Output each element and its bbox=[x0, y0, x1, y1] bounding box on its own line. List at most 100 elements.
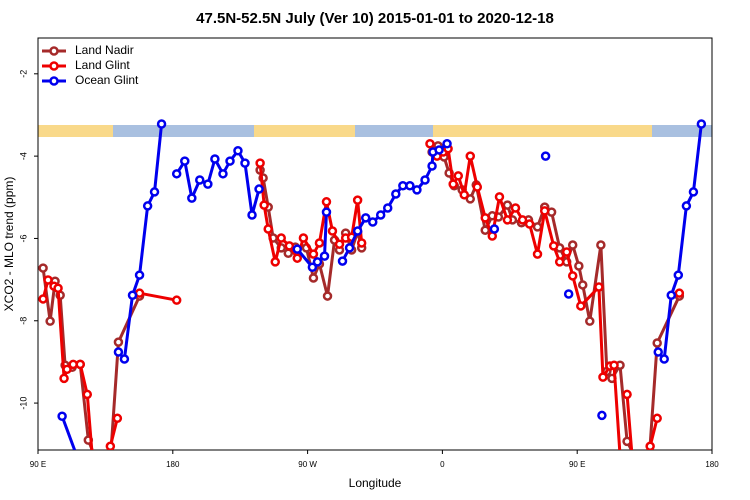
data-point bbox=[254, 184, 264, 194]
data-point bbox=[127, 290, 138, 300]
y-tick-label: -2 bbox=[18, 70, 28, 78]
data-point bbox=[218, 169, 228, 179]
data-point bbox=[112, 413, 123, 424]
data-point bbox=[203, 179, 213, 189]
data-point bbox=[622, 436, 632, 447]
data-point bbox=[622, 389, 632, 400]
data-point bbox=[284, 241, 295, 251]
data-point bbox=[652, 338, 662, 348]
x-tick-label: 90 E bbox=[569, 460, 585, 469]
data-point bbox=[532, 249, 543, 259]
data-point bbox=[38, 263, 48, 273]
data-point bbox=[532, 222, 543, 232]
data-point bbox=[673, 270, 684, 280]
data-point bbox=[171, 169, 182, 179]
data-point bbox=[674, 288, 685, 298]
data-point bbox=[356, 238, 367, 248]
data-point bbox=[344, 243, 355, 253]
data-point bbox=[82, 389, 93, 400]
x-tick-label: 90 E bbox=[30, 460, 46, 469]
data-point bbox=[62, 364, 72, 375]
data-point bbox=[360, 213, 371, 223]
x-axis-label: Longitude bbox=[349, 476, 402, 490]
data-point bbox=[459, 190, 470, 200]
data-point bbox=[225, 156, 235, 166]
data-point bbox=[594, 282, 604, 292]
data-point bbox=[368, 217, 378, 227]
legend-label: Ocean Glint bbox=[75, 73, 139, 87]
data-point bbox=[510, 203, 521, 213]
data-point bbox=[652, 413, 662, 424]
data-point bbox=[617, 452, 624, 459]
data-point bbox=[465, 151, 476, 161]
data-point bbox=[276, 233, 286, 243]
data-point bbox=[502, 215, 513, 225]
data-point bbox=[105, 441, 116, 450]
data-point bbox=[567, 240, 578, 250]
data-point bbox=[292, 253, 303, 263]
data-point bbox=[645, 441, 655, 450]
data-point bbox=[453, 171, 464, 181]
data-point bbox=[187, 193, 197, 203]
data-point bbox=[653, 347, 663, 357]
y-tick-label: -8 bbox=[18, 317, 28, 325]
data-point bbox=[629, 452, 636, 459]
data-point bbox=[91, 452, 98, 459]
data-point bbox=[448, 179, 458, 189]
data-point bbox=[576, 301, 586, 311]
data-point bbox=[327, 226, 338, 236]
data-point bbox=[554, 257, 565, 267]
data-point bbox=[75, 359, 85, 370]
y-tick-label: -6 bbox=[18, 234, 28, 242]
data-point bbox=[472, 182, 483, 192]
x-tick-label: 90 W bbox=[298, 460, 317, 469]
data-point bbox=[567, 271, 578, 281]
data-point bbox=[696, 119, 707, 129]
data-point bbox=[646, 457, 653, 464]
data-point bbox=[45, 316, 55, 326]
data-point bbox=[38, 294, 48, 304]
data-point bbox=[149, 187, 160, 197]
data-point bbox=[382, 203, 393, 213]
data-point bbox=[465, 194, 476, 204]
data-point bbox=[517, 215, 528, 225]
data-point bbox=[539, 206, 550, 216]
data-point bbox=[548, 241, 559, 251]
data-point bbox=[489, 224, 500, 234]
data-point bbox=[321, 197, 332, 207]
data-point bbox=[312, 257, 323, 267]
data-point bbox=[255, 158, 265, 168]
data-point bbox=[405, 181, 415, 191]
data-point bbox=[352, 195, 363, 205]
data-point bbox=[314, 238, 325, 248]
data-point bbox=[171, 295, 182, 305]
data-point bbox=[259, 200, 269, 210]
data-point bbox=[319, 251, 330, 261]
data-point bbox=[574, 261, 584, 271]
data-point bbox=[322, 291, 333, 301]
data-point bbox=[233, 146, 243, 156]
y-axis-label: XCO2 - MLO trend (ppm) bbox=[2, 177, 16, 312]
data-point bbox=[666, 290, 677, 300]
x-tick-label: 0 bbox=[440, 460, 445, 469]
data-point bbox=[321, 207, 332, 217]
data-point bbox=[308, 249, 319, 259]
data-point bbox=[59, 373, 69, 384]
land-ocean-strip bbox=[38, 125, 712, 137]
data-point bbox=[597, 410, 607, 421]
data-point bbox=[434, 145, 444, 155]
data-point bbox=[119, 354, 130, 364]
data-point bbox=[180, 156, 190, 166]
legend-marker bbox=[49, 76, 59, 86]
data-point bbox=[247, 210, 257, 220]
data-point bbox=[598, 372, 608, 382]
x-tick-label: 180 bbox=[705, 460, 719, 469]
data-point bbox=[283, 248, 294, 259]
data-point bbox=[352, 226, 363, 236]
data-point bbox=[563, 289, 574, 299]
data-point bbox=[631, 452, 638, 459]
data-point bbox=[375, 210, 386, 220]
data-point bbox=[77, 462, 84, 469]
data-point bbox=[420, 175, 430, 185]
